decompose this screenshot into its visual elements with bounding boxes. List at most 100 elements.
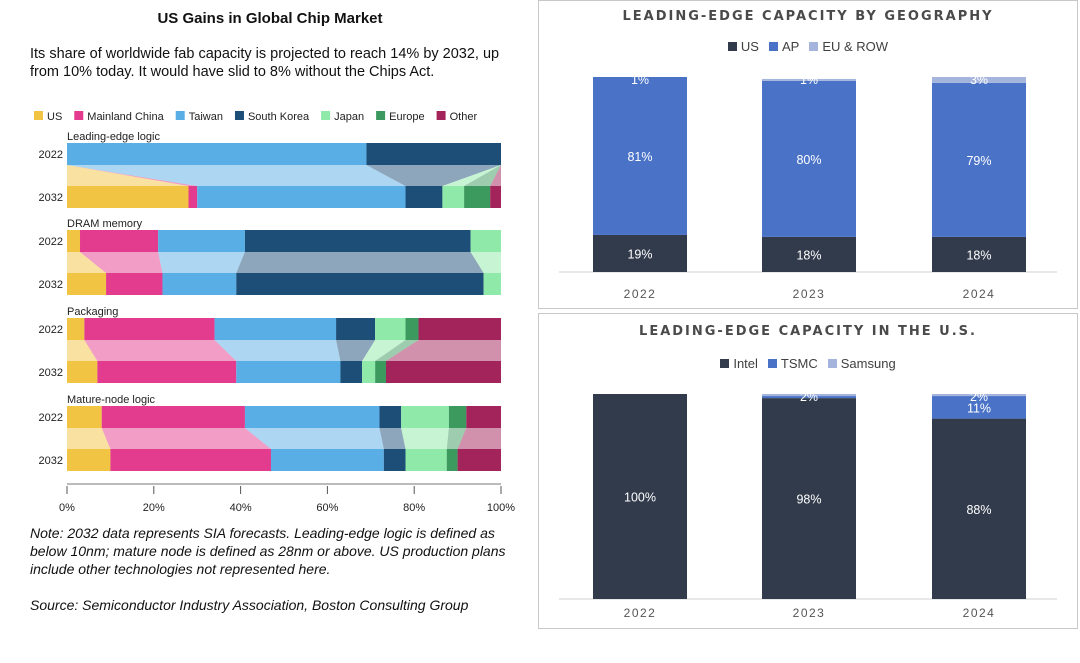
legend-swatch-us bbox=[727, 42, 737, 51]
data-label-2023-intel: 98% bbox=[796, 493, 821, 507]
bar-segment-mature-node-logic-2022-south-korea bbox=[379, 406, 402, 428]
bar-segment-packaging-2032-other bbox=[385, 361, 501, 383]
us-chart-title: LEADING-EDGE CAPACITY IN THE U.S. bbox=[639, 324, 977, 339]
legend-label-europe: Europe bbox=[389, 111, 424, 123]
year-label-dram-memory-2032: 2032 bbox=[39, 279, 63, 291]
category-label-2023: 2023 bbox=[793, 287, 826, 301]
bar-segment-dram-memory-2022-us bbox=[67, 230, 81, 252]
x-tick-label-1: 20% bbox=[143, 502, 165, 514]
bar-segment-dram-memory-2022-taiwan bbox=[158, 230, 245, 252]
connector-band-leading-edge-logic-japan bbox=[442, 165, 501, 186]
bar-segment-dram-memory-2032-us bbox=[67, 273, 107, 295]
year-label-leading-edge-logic-2022: 2022 bbox=[39, 149, 63, 161]
x-tick-label-2: 40% bbox=[230, 502, 252, 514]
geography-legend: US AP EU & ROW bbox=[539, 39, 1077, 54]
legend-swatch-samsung bbox=[827, 359, 837, 368]
connector-band-dram-memory-us bbox=[67, 252, 107, 273]
connector-band-mature-node-logic-taiwan bbox=[244, 428, 384, 449]
bar-segment-mature-node-logic-2022-other bbox=[466, 406, 501, 428]
connector-band-packaging-mainland-china bbox=[84, 340, 237, 361]
connector-band-leading-edge-logic-taiwan bbox=[67, 165, 406, 186]
bar-segment-leading-edge-logic-2022-taiwan bbox=[67, 143, 367, 165]
legend-swatch-us bbox=[34, 111, 43, 120]
bar-segment-packaging-2032-japan bbox=[362, 361, 376, 383]
bar-segment-packaging-2032-europe bbox=[375, 361, 386, 383]
bar-segment-packaging-2022-other bbox=[418, 318, 501, 340]
legend-label-tsmc: TSMC bbox=[780, 356, 818, 371]
legend-label-us: US bbox=[740, 39, 759, 54]
connector-band-packaging-us bbox=[67, 340, 98, 361]
connector-band-leading-edge-logic-mainland-china bbox=[67, 165, 198, 186]
x-tick-label-3: 60% bbox=[316, 502, 338, 514]
bar-segment-dram-memory-2032-taiwan bbox=[162, 273, 237, 295]
bar-segment-leading-edge-logic-2032-us bbox=[67, 186, 189, 208]
bar-segment-packaging-2022-japan bbox=[375, 318, 406, 340]
bar-segment-mature-node-logic-2022-japan bbox=[401, 406, 449, 428]
geography-capacity-panel: LEADING-EDGE CAPACITY BY GEOGRAPHY US AP E… bbox=[538, 0, 1078, 309]
bar-segment-packaging-2032-taiwan bbox=[236, 361, 341, 383]
legend-swatch-taiwan bbox=[175, 111, 185, 120]
legend-label-samsung: Samsung bbox=[840, 356, 896, 371]
bar-segment-packaging-2032-mainland-china bbox=[97, 361, 237, 383]
legend-item-eu-row: EU & ROW bbox=[809, 39, 888, 54]
year-label-mature-node-logic-2022: 2022 bbox=[39, 412, 63, 424]
geography-chart-title: LEADING-EDGE CAPACITY BY GEOGRAPHY bbox=[622, 9, 994, 24]
bar-segment-mature-node-logic-2032-us bbox=[67, 449, 111, 471]
category-label-2023: 2023 bbox=[793, 606, 826, 620]
bar-segment-dram-memory-2022-japan bbox=[470, 230, 501, 252]
connector-band-dram-memory-south-korea bbox=[236, 252, 484, 273]
bar-segment-leading-edge-logic-2032-mainland-china bbox=[188, 186, 198, 208]
data-label-2022-us: 19% bbox=[627, 247, 652, 261]
data-label-2024-tsmc: 11% bbox=[967, 401, 991, 415]
legend-swatch-other bbox=[436, 111, 446, 120]
bar-segment-2022-us bbox=[593, 234, 687, 272]
bar-segment-packaging-2022-taiwan bbox=[214, 318, 337, 340]
us-legend: Intel TSMC Samsung bbox=[539, 356, 1077, 371]
bar-segment-mature-node-logic-2032-mainland-china bbox=[110, 449, 271, 471]
connector-band-packaging-japan bbox=[362, 340, 406, 361]
figure-source: Source: Semiconductor Industry Associati… bbox=[30, 597, 469, 613]
data-label-2022-eu-row: 1% bbox=[631, 73, 649, 87]
connector-band-leading-edge-logic-south-korea bbox=[366, 165, 501, 186]
us-capacity-panel: LEADING-EDGE CAPACITY IN THE U.S. Intel T… bbox=[538, 313, 1078, 629]
bar-segment-2024-tsmc bbox=[932, 396, 1026, 419]
data-label-2023-ap: 80% bbox=[796, 153, 821, 167]
bar-segment-dram-memory-2032-south-korea bbox=[236, 273, 484, 295]
bar-segment-leading-edge-logic-2032-south-korea bbox=[405, 186, 443, 208]
legend-item-intel: Intel bbox=[720, 356, 758, 371]
bar-segment-dram-memory-2032-japan bbox=[483, 273, 501, 295]
bar-segment-leading-edge-logic-2022-south-korea bbox=[366, 143, 501, 165]
connector-band-mature-node-logic-us bbox=[67, 428, 111, 449]
bar-segment-2024-intel bbox=[932, 418, 1026, 599]
legend-item-us: US bbox=[727, 39, 759, 54]
data-label-2022-intel: 100% bbox=[624, 491, 656, 505]
legend-item-ap: AP bbox=[768, 39, 800, 54]
legend-label-ap: AP bbox=[781, 39, 800, 54]
bar-segment-packaging-2022-europe bbox=[405, 318, 419, 340]
legend-label-intel: Intel bbox=[733, 356, 758, 371]
year-label-dram-memory-2022: 2022 bbox=[39, 236, 63, 248]
legend-label-eu-row: EU & ROW bbox=[822, 39, 889, 54]
legend-swatch-intel bbox=[720, 359, 730, 368]
bar-segment-2023-ap bbox=[762, 80, 856, 237]
data-label-2024-us: 18% bbox=[966, 248, 991, 262]
legend-label-taiwan: Taiwan bbox=[189, 111, 223, 123]
legend-label-mainland-china: Mainland China bbox=[87, 111, 164, 123]
data-label-2023-eu-row: 1% bbox=[800, 73, 818, 87]
data-label-2023-samsung: 2% bbox=[800, 390, 818, 404]
data-label-2023-us: 18% bbox=[796, 248, 821, 262]
legend-swatch-mainland-china bbox=[74, 111, 84, 120]
bar-segment-mature-node-logic-2022-europe bbox=[448, 406, 467, 428]
bar-segment-2024-eu-row bbox=[932, 77, 1026, 83]
x-tick-label-0: 0% bbox=[59, 502, 75, 514]
geography-stacked-bar-chart: 19% 81% 1% 2022 18% 80% 1% 2023 18% 79% 3% 2024 bbox=[559, 73, 1057, 301]
data-label-2024-samsung: 2% bbox=[970, 390, 988, 404]
bar-segment-mature-node-logic-2032-taiwan bbox=[270, 449, 384, 471]
bar-segment-mature-node-logic-2022-us bbox=[67, 406, 102, 428]
data-label-2024-ap: 79% bbox=[966, 154, 991, 168]
legend-item-tsmc: TSMC bbox=[767, 356, 818, 371]
bar-segment-2023-samsung bbox=[762, 394, 856, 397]
connector-band-packaging-other bbox=[385, 340, 501, 361]
bar-segment-packaging-2032-us bbox=[67, 361, 98, 383]
data-label-2024-intel: 88% bbox=[966, 503, 991, 517]
